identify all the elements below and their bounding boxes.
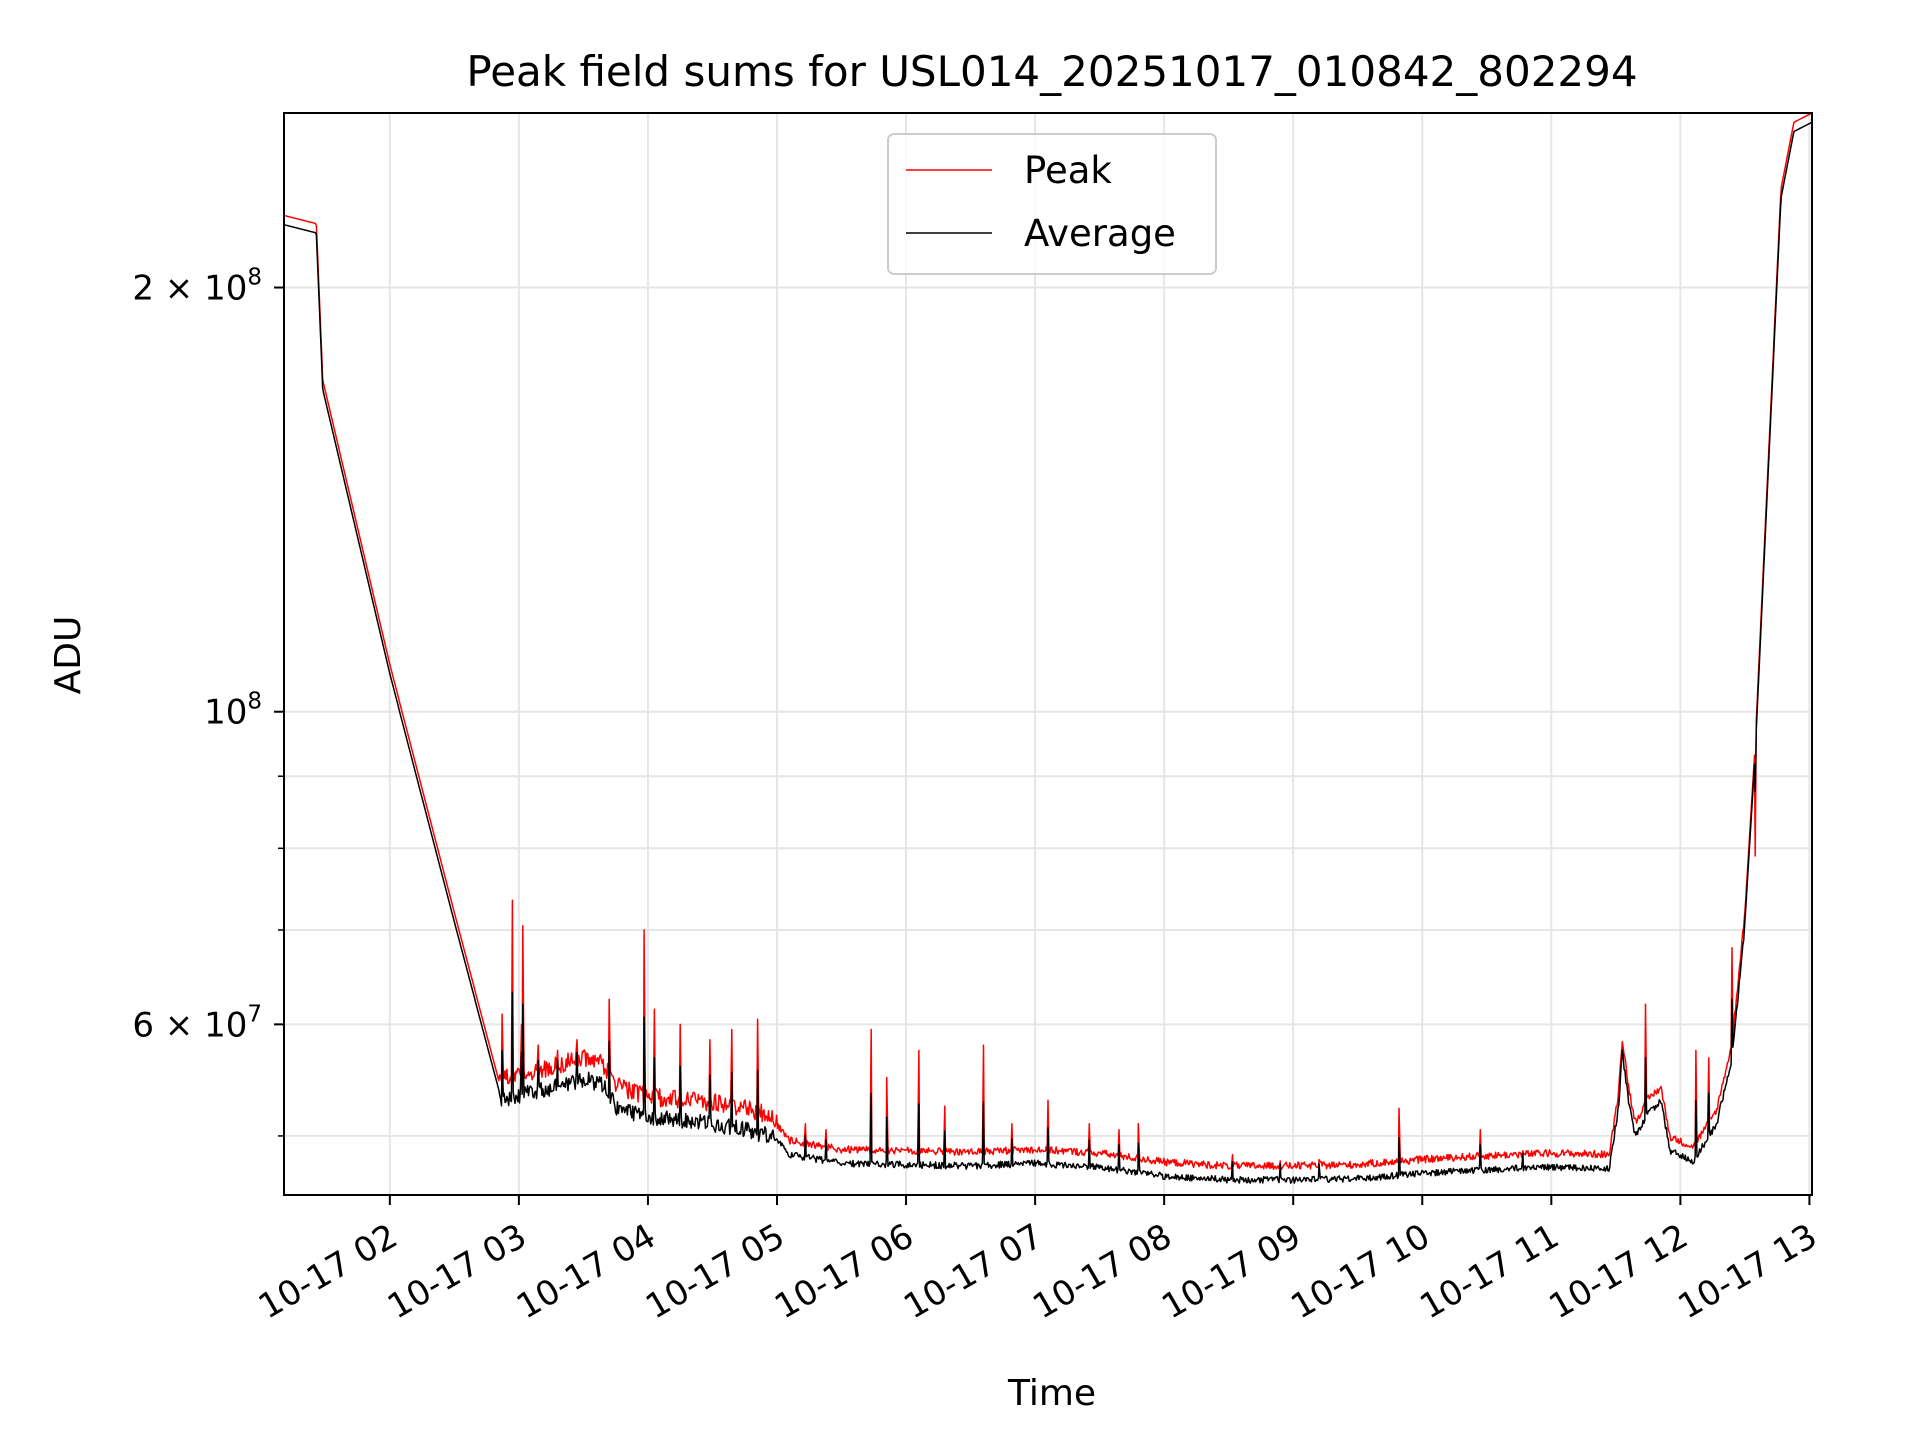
legend-average-label: Average bbox=[1024, 212, 1176, 255]
plot-frame bbox=[283, 112, 1813, 1196]
series-average-line bbox=[283, 121, 1813, 1184]
y-tick-label: 108 bbox=[204, 689, 262, 733]
legend-peak-label: Peak bbox=[1024, 149, 1112, 192]
x-axis-label: Time bbox=[1007, 1373, 1096, 1414]
legend: Peak Average bbox=[887, 133, 1217, 275]
plot-series bbox=[283, 112, 1813, 1184]
series-peak-line bbox=[283, 112, 1813, 1171]
grid bbox=[284, 113, 1812, 1195]
y-tick-label: 6 × 107 bbox=[132, 1001, 262, 1045]
legend-box bbox=[887, 133, 1217, 275]
y-tick-label: 2 × 108 bbox=[132, 265, 262, 309]
y-axis-label: ADU bbox=[48, 616, 89, 695]
chart-title: Peak field sums for USL014_20251017_0108… bbox=[466, 47, 1637, 96]
y-axis: 2 × 108 108 6 × 107 bbox=[132, 265, 284, 1137]
